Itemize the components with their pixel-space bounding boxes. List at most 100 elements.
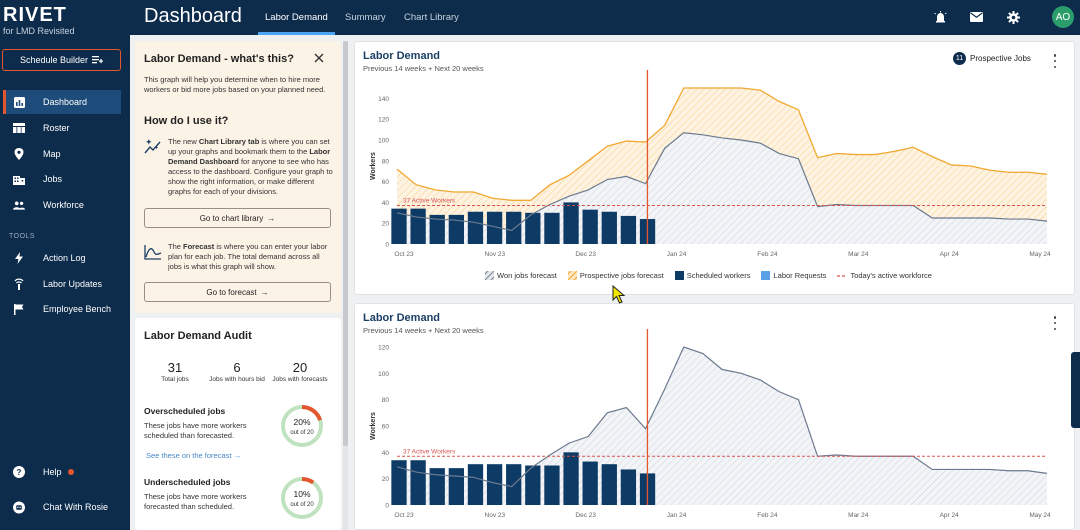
sidebar-item-workforce[interactable]: Workforce (3, 193, 121, 217)
audit-title: Labor Demand Audit (144, 330, 252, 342)
bolt-icon (13, 252, 25, 264)
sidebar-item-jobs[interactable]: Jobs (3, 167, 121, 191)
arrow-right-icon: → (260, 287, 269, 297)
audit-panel: Labor Demand Audit 31 Total jobs 6 Jobs wi… (135, 318, 341, 530)
alarm-icon[interactable] (933, 10, 947, 24)
prospective-jobs-chip[interactable]: 11 Prospective Jobs (953, 52, 1031, 65)
x-tick-label: Mar 24 (848, 512, 869, 519)
prospective-line (396, 87, 1048, 201)
ring-percent: 20% (293, 417, 310, 427)
legend-active[interactable]: Today's active workforce (837, 271, 932, 280)
forecast-text-post: is where you can enter your labor plan f… (168, 242, 328, 271)
sidebar-item-dashboard[interactable]: Dashboard (3, 90, 121, 114)
more-options-icon[interactable] (1050, 54, 1060, 68)
tab-summary[interactable]: Summary (345, 12, 386, 23)
building-icon (13, 173, 25, 185)
y-axis-label: Workers (370, 412, 377, 440)
legend-requests[interactable]: Labor Requests (761, 271, 826, 280)
y-tick-label: 120 (378, 345, 389, 352)
chart-lib-text-post: for anyone to see who has access to the … (168, 157, 333, 196)
labor-demand-chart: 0 20 40 60 80 100 120 140 Workers Oct 23 Nov 23 Dec… (370, 70, 1051, 258)
info-intro: This graph will help you determine when … (144, 75, 326, 94)
y-tick-label: 100 (378, 371, 389, 378)
gear-icon[interactable] (1006, 10, 1020, 24)
sidebar-item-chat[interactable]: Chat With Rosie (3, 495, 121, 519)
scheduled-bar (601, 211, 617, 244)
y-axis-label: Workers (370, 152, 377, 180)
sidebar-item-action-log[interactable]: Action Log (3, 246, 121, 270)
sidebar-item-help[interactable]: ? Help (3, 460, 121, 484)
sidebar-item-label: Labor Updates (43, 279, 103, 289)
scheduled-bar (410, 208, 426, 244)
scheduled-bar (563, 202, 579, 244)
chart-lib-bold: Chart Library tab (198, 137, 260, 146)
y-tick-label: 100 (378, 138, 389, 145)
chart-lib-bold2: Labor Demand Dashboard (168, 147, 331, 166)
scheduled-bar (525, 212, 541, 244)
legend-label: Prospective jobs forecast (579, 271, 664, 280)
scheduled-bar (582, 461, 598, 505)
panel-scrollbar[interactable] (343, 41, 348, 530)
brand-logo[interactable]: RIVET for LMD Revisited (3, 5, 75, 36)
page-title: Dashboard (144, 5, 242, 27)
ring-progress (281, 405, 323, 447)
labor-demand-chart-2: 0 20 40 60 80 100 120 Workers Oct 23 Nov 23 Dec 23… (370, 329, 1051, 519)
see-on-forecast-label: See these on the forecast (146, 451, 232, 460)
scheduled-bar (448, 468, 464, 505)
overscheduled-description: These jobs have more workers scheduled t… (144, 421, 247, 440)
sidebar-item-roster[interactable]: Roster (3, 116, 121, 140)
sparkle-chart-icon (144, 139, 162, 157)
scheduled-bar (563, 452, 579, 505)
sidebar-item-labor-updates[interactable]: Labor Updates (3, 272, 121, 296)
overscheduled-heading: Overscheduled jobs (144, 406, 226, 416)
y-tick-label: 0 (385, 503, 389, 510)
x-tick-label: Feb 24 (757, 251, 778, 258)
more-options-icon[interactable] (1050, 316, 1060, 330)
side-drawer-tab[interactable] (1071, 352, 1080, 428)
user-avatar[interactable]: AO (1052, 6, 1074, 28)
top-bar: Dashboard Labor Demand Summary Chart Lib… (130, 0, 1080, 35)
legend-won[interactable]: Won jobs forecast (485, 271, 557, 280)
go-forecast-label: Go to forecast (206, 287, 257, 297)
chart-subtitle: Previous 14 weeks + Next 20 weeks (363, 326, 484, 335)
sidebar-item-label: Employee Bench (43, 304, 112, 314)
scheduled-bar (410, 460, 426, 505)
sidebar: RIVET for LMD Revisited Schedule Builder… (0, 0, 130, 530)
labor-demand-chart-card-2: Labor Demand Previous 14 weeks + Next 20… (354, 303, 1075, 530)
chart-icon (13, 96, 25, 108)
schedule-builder-label: Schedule Builder (19, 55, 89, 65)
x-tick-label: Jan 24 (667, 512, 687, 519)
schedule-builder-button[interactable]: Schedule Builder (2, 49, 121, 71)
sidebar-item-label: Workforce (43, 200, 84, 210)
y-tick-label: 20 (382, 221, 390, 228)
prospective-jobs-label: Prospective Jobs (970, 54, 1031, 63)
legend-prospective[interactable]: Prospective jobs forecast (567, 271, 664, 280)
sidebar-item-label: Chat With Rosie (43, 502, 109, 512)
see-on-forecast-link[interactable]: See these on the forecast → (146, 451, 241, 460)
chart-title: Labor Demand (363, 50, 441, 62)
underscheduled-heading: Underscheduled jobs (144, 477, 231, 487)
sidebar-item-label: Help (43, 467, 74, 477)
scrollbar-thumb[interactable] (343, 41, 348, 446)
scheduled-bar (620, 469, 637, 505)
tab-chart-library[interactable]: Chart Library (404, 12, 459, 23)
tab-labor-demand[interactable]: Labor Demand (258, 12, 335, 35)
sidebar-item-label: Roster (43, 123, 70, 133)
legend-scheduled[interactable]: Scheduled workers (674, 271, 750, 280)
forecast-curve-icon (144, 244, 162, 262)
mail-icon[interactable] (969, 10, 983, 24)
close-icon[interactable] (312, 51, 326, 65)
scheduled-bar (486, 464, 503, 505)
sidebar-item-label: Action Log (43, 253, 86, 263)
overscheduled-ring: 20% out of 20 (281, 405, 323, 447)
scheduled-bar (601, 464, 617, 505)
brand-subtitle: for LMD Revisited (3, 26, 75, 36)
go-to-chart-library-button[interactable]: Go to chart library → (144, 208, 331, 228)
ring-out-of: out of 20 (290, 502, 314, 508)
go-to-forecast-button[interactable]: Go to forecast → (144, 282, 331, 302)
sidebar-item-employee-bench[interactable]: Employee Bench (3, 297, 121, 321)
how-to-heading: How do I use it? (144, 115, 229, 127)
scheduled-bar (429, 214, 445, 244)
sidebar-item-map[interactable]: Map (3, 142, 121, 166)
ring-out-of: out of 20 (290, 430, 314, 436)
